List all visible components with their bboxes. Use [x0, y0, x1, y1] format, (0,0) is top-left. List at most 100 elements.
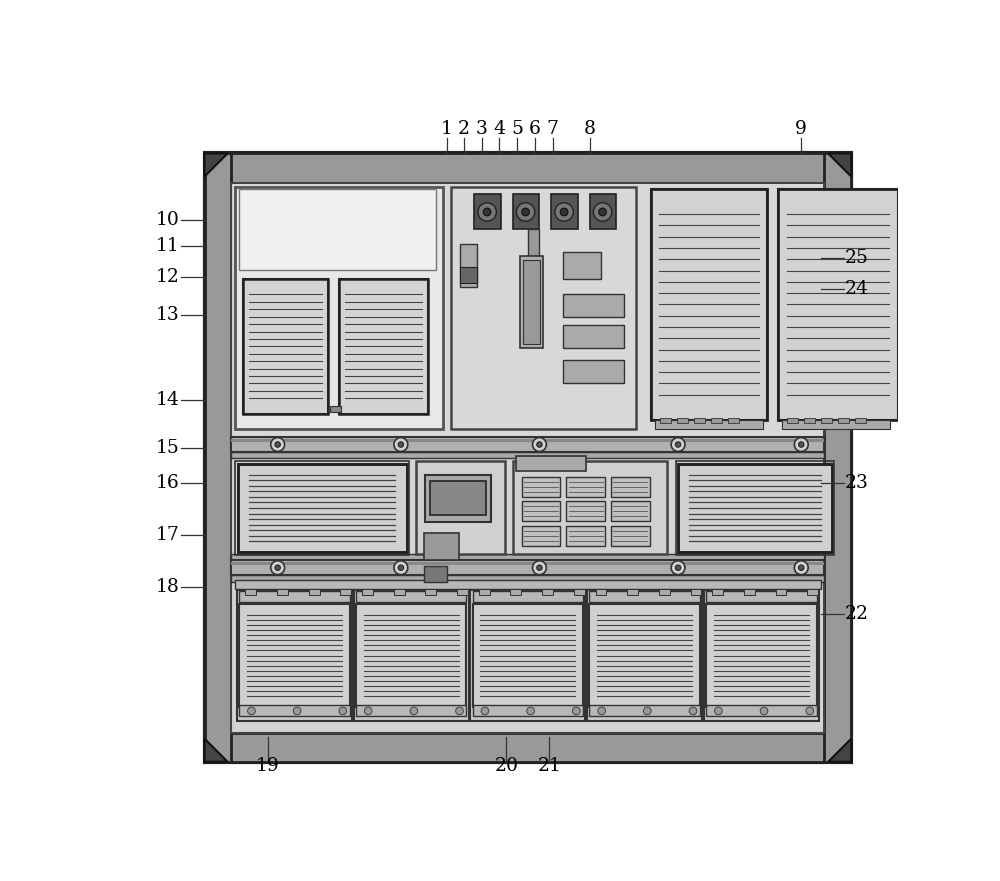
Text: 4: 4: [493, 120, 505, 137]
Bar: [855, 418, 866, 423]
Circle shape: [516, 203, 535, 221]
Text: 23: 23: [845, 474, 869, 492]
Bar: [706, 603, 817, 707]
Bar: [235, 187, 443, 429]
Bar: [776, 589, 786, 596]
Circle shape: [527, 707, 534, 714]
Bar: [510, 589, 521, 596]
Bar: [235, 462, 409, 555]
Bar: [821, 418, 832, 423]
Bar: [516, 456, 586, 471]
Circle shape: [364, 707, 372, 714]
Bar: [339, 279, 428, 414]
Circle shape: [537, 442, 542, 448]
Bar: [551, 195, 578, 229]
Bar: [231, 575, 824, 581]
Text: 2: 2: [458, 120, 470, 137]
Circle shape: [275, 565, 280, 570]
Bar: [523, 260, 540, 344]
Bar: [231, 554, 824, 560]
Bar: [239, 603, 350, 707]
Bar: [473, 591, 583, 603]
Bar: [563, 294, 624, 317]
Bar: [563, 359, 624, 383]
Circle shape: [560, 208, 568, 216]
Bar: [238, 463, 407, 552]
Text: 25: 25: [845, 249, 869, 267]
Bar: [522, 477, 560, 497]
Bar: [728, 418, 739, 423]
Bar: [566, 526, 605, 545]
Circle shape: [481, 707, 489, 714]
Bar: [362, 589, 373, 596]
Circle shape: [598, 707, 606, 714]
Circle shape: [806, 707, 814, 714]
Bar: [424, 566, 447, 581]
Text: 14: 14: [156, 391, 180, 409]
Circle shape: [398, 442, 404, 448]
Circle shape: [248, 707, 255, 714]
Circle shape: [715, 707, 722, 714]
Circle shape: [271, 438, 285, 451]
Bar: [660, 418, 671, 423]
Bar: [233, 184, 823, 437]
Bar: [611, 501, 650, 521]
Bar: [239, 189, 436, 270]
Bar: [563, 325, 624, 348]
Circle shape: [275, 442, 280, 448]
Circle shape: [555, 203, 573, 221]
Circle shape: [537, 565, 542, 570]
Bar: [522, 501, 560, 521]
Bar: [231, 182, 824, 732]
Bar: [590, 195, 616, 229]
Bar: [522, 526, 560, 545]
Bar: [704, 590, 819, 721]
Text: 20: 20: [494, 758, 518, 775]
Circle shape: [339, 707, 347, 714]
Bar: [231, 437, 824, 452]
Text: 8: 8: [584, 120, 596, 137]
Text: 7: 7: [547, 120, 559, 137]
Bar: [233, 454, 823, 559]
Bar: [651, 189, 767, 420]
Bar: [566, 501, 605, 521]
Bar: [473, 705, 583, 716]
Text: 11: 11: [156, 237, 180, 255]
Circle shape: [799, 442, 804, 448]
Bar: [589, 591, 700, 603]
Bar: [838, 418, 849, 423]
Text: 18: 18: [156, 578, 180, 596]
Bar: [596, 589, 606, 596]
Text: 3: 3: [476, 120, 488, 137]
Text: 21: 21: [538, 758, 561, 775]
Bar: [659, 589, 670, 596]
Circle shape: [689, 707, 697, 714]
Bar: [231, 562, 824, 566]
Circle shape: [799, 565, 804, 570]
Circle shape: [533, 438, 546, 451]
Circle shape: [675, 565, 681, 570]
Bar: [231, 452, 824, 458]
Bar: [205, 153, 851, 182]
Circle shape: [643, 707, 651, 714]
Bar: [245, 589, 256, 596]
Bar: [356, 591, 466, 603]
Bar: [205, 153, 231, 762]
Bar: [277, 589, 288, 596]
Circle shape: [593, 203, 612, 221]
Text: 9: 9: [795, 120, 807, 137]
Bar: [416, 462, 505, 554]
Bar: [451, 187, 636, 429]
Bar: [587, 590, 702, 721]
Bar: [589, 603, 700, 707]
Circle shape: [760, 707, 768, 714]
Bar: [691, 589, 701, 596]
Bar: [744, 589, 755, 596]
Circle shape: [456, 707, 463, 714]
Bar: [425, 589, 436, 596]
Bar: [473, 603, 583, 707]
Bar: [651, 189, 767, 420]
Circle shape: [794, 438, 808, 451]
Bar: [706, 591, 817, 603]
Bar: [470, 590, 585, 721]
